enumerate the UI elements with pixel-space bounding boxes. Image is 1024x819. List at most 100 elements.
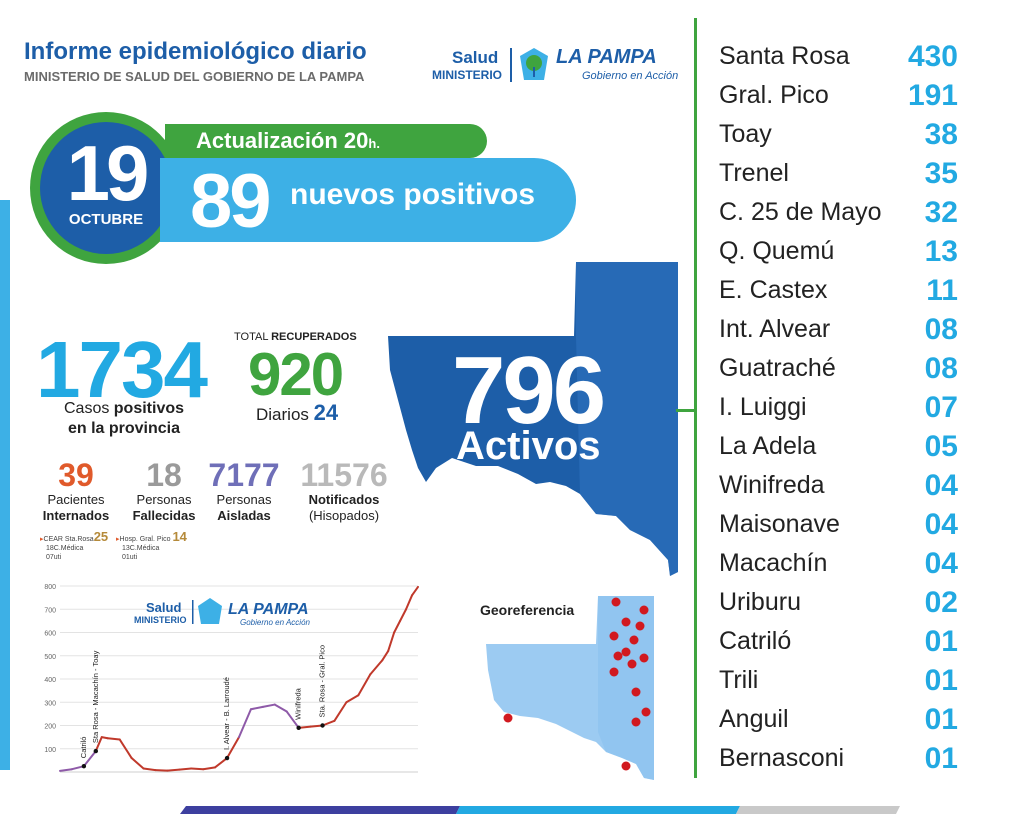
city-name: Uriburu [719,588,801,616]
chart-line-segment [393,619,402,634]
city-name: La Adela [719,432,817,460]
case-marker [613,651,623,661]
chart-line-segment [345,694,360,704]
chart-logo-salud: Salud [146,600,181,615]
chart-annotation-marker [93,748,98,754]
chart-annotation-label: Winifreda [294,687,303,720]
page-subtitle: MINISTERIO DE SALUD DEL GOBIERNO DE LA P… [24,69,365,84]
chart-line-segment [214,757,229,769]
total-positives-number: 1734 [36,325,208,414]
city-count: 01 [924,703,958,736]
chart-annotation-label: I. Alvear - B. Larroudé [222,677,231,750]
chart-y-tick-label: 300 [44,700,56,707]
active-cases-label: Activos [456,424,601,468]
chart-line-segment [106,737,121,741]
city-count: 01 [924,742,958,775]
chart-line-segment [249,705,264,711]
update-time: Actualización 20h. [196,128,380,154]
hosp-line1: 13C.Médica [122,545,160,552]
chart-series [59,585,419,772]
case-marker [611,597,621,607]
update-suffix: h. [368,136,380,151]
chart-line-segment [142,767,157,772]
chart-annotation-marker [320,723,325,728]
chart-line-segment [59,768,73,772]
chart-annotation-marker [224,755,230,761]
date-month: OCTUBRE [68,211,144,228]
total-positives-sublabel: en la provincia [67,420,181,437]
stat-notificados-line2: (Hisopados) [308,508,380,523]
chart-line-segment [238,708,252,739]
city-name: I. Luiggi [719,393,807,421]
city-name: Trili [719,666,759,694]
recovered-title-1: TOTAL [234,331,269,343]
case-marker [641,707,651,717]
chart-y-tick-label: 600 [44,631,56,638]
chart-annotation-label: Catriló [79,737,88,759]
city-count: 35 [924,157,958,190]
logo-divider [510,48,512,82]
city-name: Int. Alvear [719,315,831,343]
city-count: 01 [924,664,958,697]
city-count: 05 [924,430,958,463]
stat-internados: 39 Pacientes Internados [34,458,118,524]
recovered-daily-value: 24 [313,400,339,425]
city-count: 01 [924,625,958,658]
chart-line-segment [130,757,145,770]
case-marker [503,713,513,723]
hosp-number: 14 [172,529,187,544]
chart-y-tick-label: 700 [44,607,56,614]
cear-number: 25 [93,529,109,544]
city-name: Trenel [719,159,789,187]
total-positives-label-bold: positivos [113,400,185,417]
case-marker [639,605,649,615]
stat-aisladas: 7177 Personas Aisladas [204,458,284,524]
stat-notificados-line1: Notificados [308,492,380,507]
new-positives-number: 89 [190,159,272,244]
city-name: Anguil [719,705,789,733]
chart-line-segment [381,650,390,662]
case-marker [621,761,631,771]
case-marker [629,635,639,645]
tree-icon [516,46,552,82]
logo-salud-text: Salud [452,48,499,67]
city-name: Santa Rosa [719,42,850,70]
chart-line-segment [118,738,133,760]
city-name: Gral. Pico [719,81,829,109]
city-count: 191 [907,79,958,112]
chart-y-tick-label: 200 [44,724,56,731]
georeference-map-highlight [598,596,654,780]
chart-line-segment [387,631,396,653]
case-marker [627,659,637,669]
chart-y-tick-label: 400 [44,677,56,684]
chart-tree-icon [198,598,222,624]
chart-line-segment [273,703,288,713]
stat-fallecidas-number: 18 [146,457,182,493]
city-name: Winifreda [719,471,825,499]
case-marker [621,647,631,657]
city-name: Q. Quemú [719,237,835,265]
chart-annotation-label: Sta. Rosa - Gral. Pico [318,645,327,718]
cear-label: CEAR Sta.Rosa [43,536,94,543]
new-positives-label: nuevos positivos [290,178,536,211]
chart-watermark-logo: Salud MINISTERIO LA PAMPA Gobierno en Ac… [134,598,311,627]
case-marker [609,631,619,641]
city-count: 38 [924,118,958,151]
cear-line2: 07uti [46,554,62,561]
case-marker [639,653,649,663]
chart-line-segment [261,703,276,708]
chart-line-segment [178,767,193,771]
la-pampa-map-highlight [576,262,678,576]
bottom-decoration [180,806,900,814]
city-count: 07 [924,391,958,424]
city-count: 13 [924,235,958,268]
date-badge [40,122,172,254]
update-label: Actualización 20 [196,128,369,153]
active-cases-chart: 800 700 600 500 400 300 200 100 Salud MINISTERI… [44,584,419,773]
city-count: 11 [926,274,958,307]
city-name: Maisonave [719,510,840,538]
hosp-line2: 01uti [122,554,138,561]
georeference-map [486,596,654,780]
la-pampa-map [388,262,678,576]
